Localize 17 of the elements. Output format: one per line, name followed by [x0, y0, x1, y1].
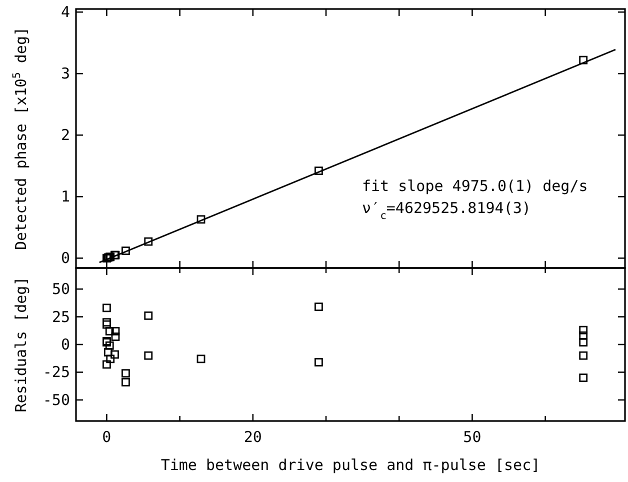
- x-tick-label: 50: [463, 428, 482, 446]
- annotation: fit slope 4975.0(1) deg/s: [362, 177, 588, 195]
- y-tick-label: 4: [60, 3, 70, 22]
- y-axis-title: Residuals [deg]: [12, 276, 30, 412]
- x-tick-label: 20: [244, 428, 262, 446]
- annotation: ν′$_{c}$=4629525.8194(3): [362, 199, 531, 222]
- y-tick-label: 50: [52, 280, 70, 298]
- x-axis-title: Time between drive pulse and π-pulse [sec]: [160, 456, 540, 474]
- y-tick-label: 2: [60, 126, 70, 144]
- y-tick-label: 0: [60, 336, 70, 354]
- y-tick-label: 25: [52, 308, 70, 326]
- y-tick-label: 1: [60, 188, 70, 206]
- y-tick-label: -25: [42, 363, 70, 382]
- y-tick-label: -50: [42, 390, 70, 409]
- x-tick-label: 0: [102, 428, 112, 446]
- y-tick-label: 3: [60, 64, 70, 83]
- y-tick-label: 0: [60, 249, 70, 268]
